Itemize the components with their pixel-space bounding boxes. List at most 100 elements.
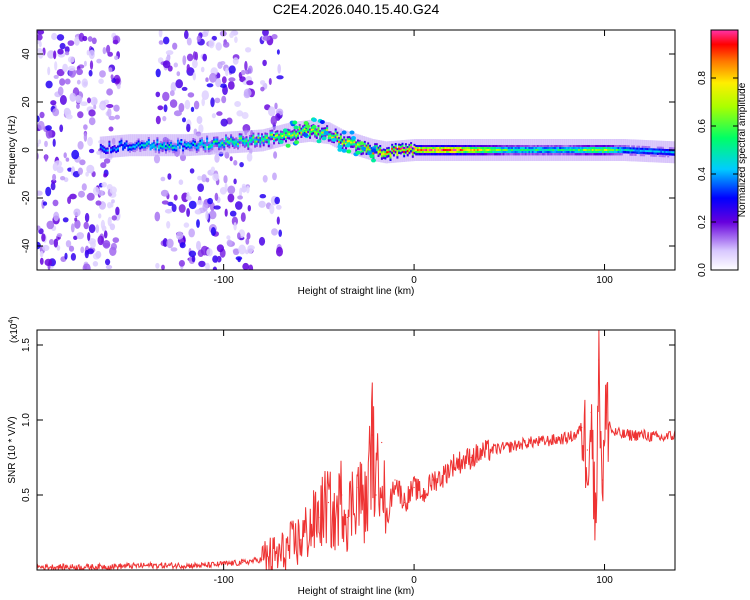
ridge-cell: [233, 140, 236, 143]
ridge-cell: [523, 145, 526, 148]
ridge-cell: [161, 145, 164, 149]
ridge-cell: [485, 145, 488, 148]
ridge-cell: [213, 144, 215, 148]
ridge-cell: [384, 155, 387, 158]
ridge-cell: [303, 130, 306, 133]
ridge-cell: [144, 148, 147, 151]
ridge-cell: [531, 149, 534, 152]
ridge-cell: [266, 140, 269, 144]
ridge-cell: [485, 149, 488, 152]
ridge-cell: [490, 147, 493, 150]
ridge-cell: [283, 135, 286, 139]
ridge-cell: [449, 153, 452, 156]
ridge-cell: [386, 153, 389, 156]
ridge-cell: [269, 135, 272, 139]
noise-speckle: [196, 116, 203, 124]
ridge-cell: [446, 145, 449, 148]
noise-speckle: [212, 255, 219, 263]
ridge-cell: [199, 145, 202, 149]
ridge-cell: [643, 147, 646, 151]
ridge-cell: [463, 149, 466, 152]
noise-speckle: [169, 90, 175, 97]
noise-speckle: [83, 81, 88, 86]
ridge-cell: [166, 144, 169, 147]
ridge-cell: [360, 148, 363, 152]
ridge-cell: [360, 150, 363, 154]
ridge-cell: [101, 149, 104, 152]
ridge-cell: [578, 147, 581, 150]
ridge-cell: [632, 151, 635, 154]
ridge-cell: [432, 151, 435, 154]
ridge-cell: [307, 130, 310, 134]
ridge-cell: [319, 137, 322, 141]
ridge-cell: [439, 151, 442, 154]
ridge-cell: [434, 147, 437, 150]
noise-speckle: [260, 80, 266, 85]
noise-speckle: [37, 34, 43, 41]
ridge-cell: [206, 139, 209, 142]
ridge-cell: [480, 147, 483, 150]
noise-speckle: [224, 182, 228, 193]
ridge-cell: [396, 152, 399, 155]
ridge-cell: [130, 148, 133, 151]
ridge-cell: [190, 140, 193, 143]
ridge-cell: [624, 145, 627, 148]
ridge-cell: [463, 151, 466, 154]
ridge-cell: [447, 145, 450, 148]
ridge-cell: [428, 145, 431, 148]
ridge-cell: [295, 134, 298, 137]
ridge-cell: [392, 150, 395, 153]
ridge-blob: [292, 120, 298, 125]
noise-speckle: [197, 175, 202, 181]
noise-speckle: [75, 95, 83, 104]
ridge-cell: [418, 145, 421, 148]
ridge-cell: [202, 146, 205, 149]
noise-speckle: [178, 179, 184, 185]
ridge-cell: [639, 147, 642, 151]
ridge-cell: [648, 152, 651, 155]
ridge-cell: [461, 147, 464, 150]
ridge-cell: [147, 145, 150, 148]
snr-y-label: SNR (10 * V/V): [7, 416, 18, 483]
ridge-cell: [619, 149, 622, 152]
ridge-cell: [466, 145, 469, 148]
ridge-cell: [132, 145, 135, 148]
ridge-cell: [106, 147, 109, 150]
ridge-cell: [416, 145, 419, 148]
noise-speckle: [88, 69, 93, 77]
ridge-cell: [178, 144, 181, 147]
ridge-cell: [183, 141, 186, 144]
noise-speckle: [186, 123, 191, 133]
ridge-cell: [506, 145, 509, 148]
colorbar-tick-label: 0.4: [697, 167, 708, 181]
ridge-cell: [456, 147, 459, 150]
ridge-cell: [550, 153, 553, 156]
ridge-blob: [294, 140, 300, 145]
ridge-cell: [560, 151, 563, 154]
ridge-cell: [605, 147, 608, 150]
ridge-cell: [434, 151, 437, 154]
ridge-cell: [672, 147, 675, 150]
noise-speckle: [52, 108, 60, 117]
noise-speckle: [83, 221, 89, 230]
ridge-cell: [528, 149, 531, 152]
noise-speckle: [175, 79, 183, 89]
ridge-cell: [161, 143, 164, 147]
ridge-cell: [439, 147, 442, 150]
ridge-cell: [386, 147, 389, 150]
ridge-cell: [149, 144, 152, 147]
noise-speckle: [216, 244, 224, 253]
ridge-cell: [572, 149, 575, 152]
ridge-cell: [245, 140, 248, 143]
ridge-cell: [406, 152, 409, 155]
ridge-cell: [273, 140, 275, 143]
ridge-cell: [442, 153, 445, 156]
ridge-cell: [502, 145, 505, 148]
ridge-cell: [404, 145, 407, 148]
ridge-cell: [382, 152, 385, 155]
noise-speckle: [196, 240, 201, 251]
ridge-cell: [425, 153, 428, 156]
ridge-cell: [415, 151, 418, 154]
noise-speckle: [160, 189, 169, 197]
